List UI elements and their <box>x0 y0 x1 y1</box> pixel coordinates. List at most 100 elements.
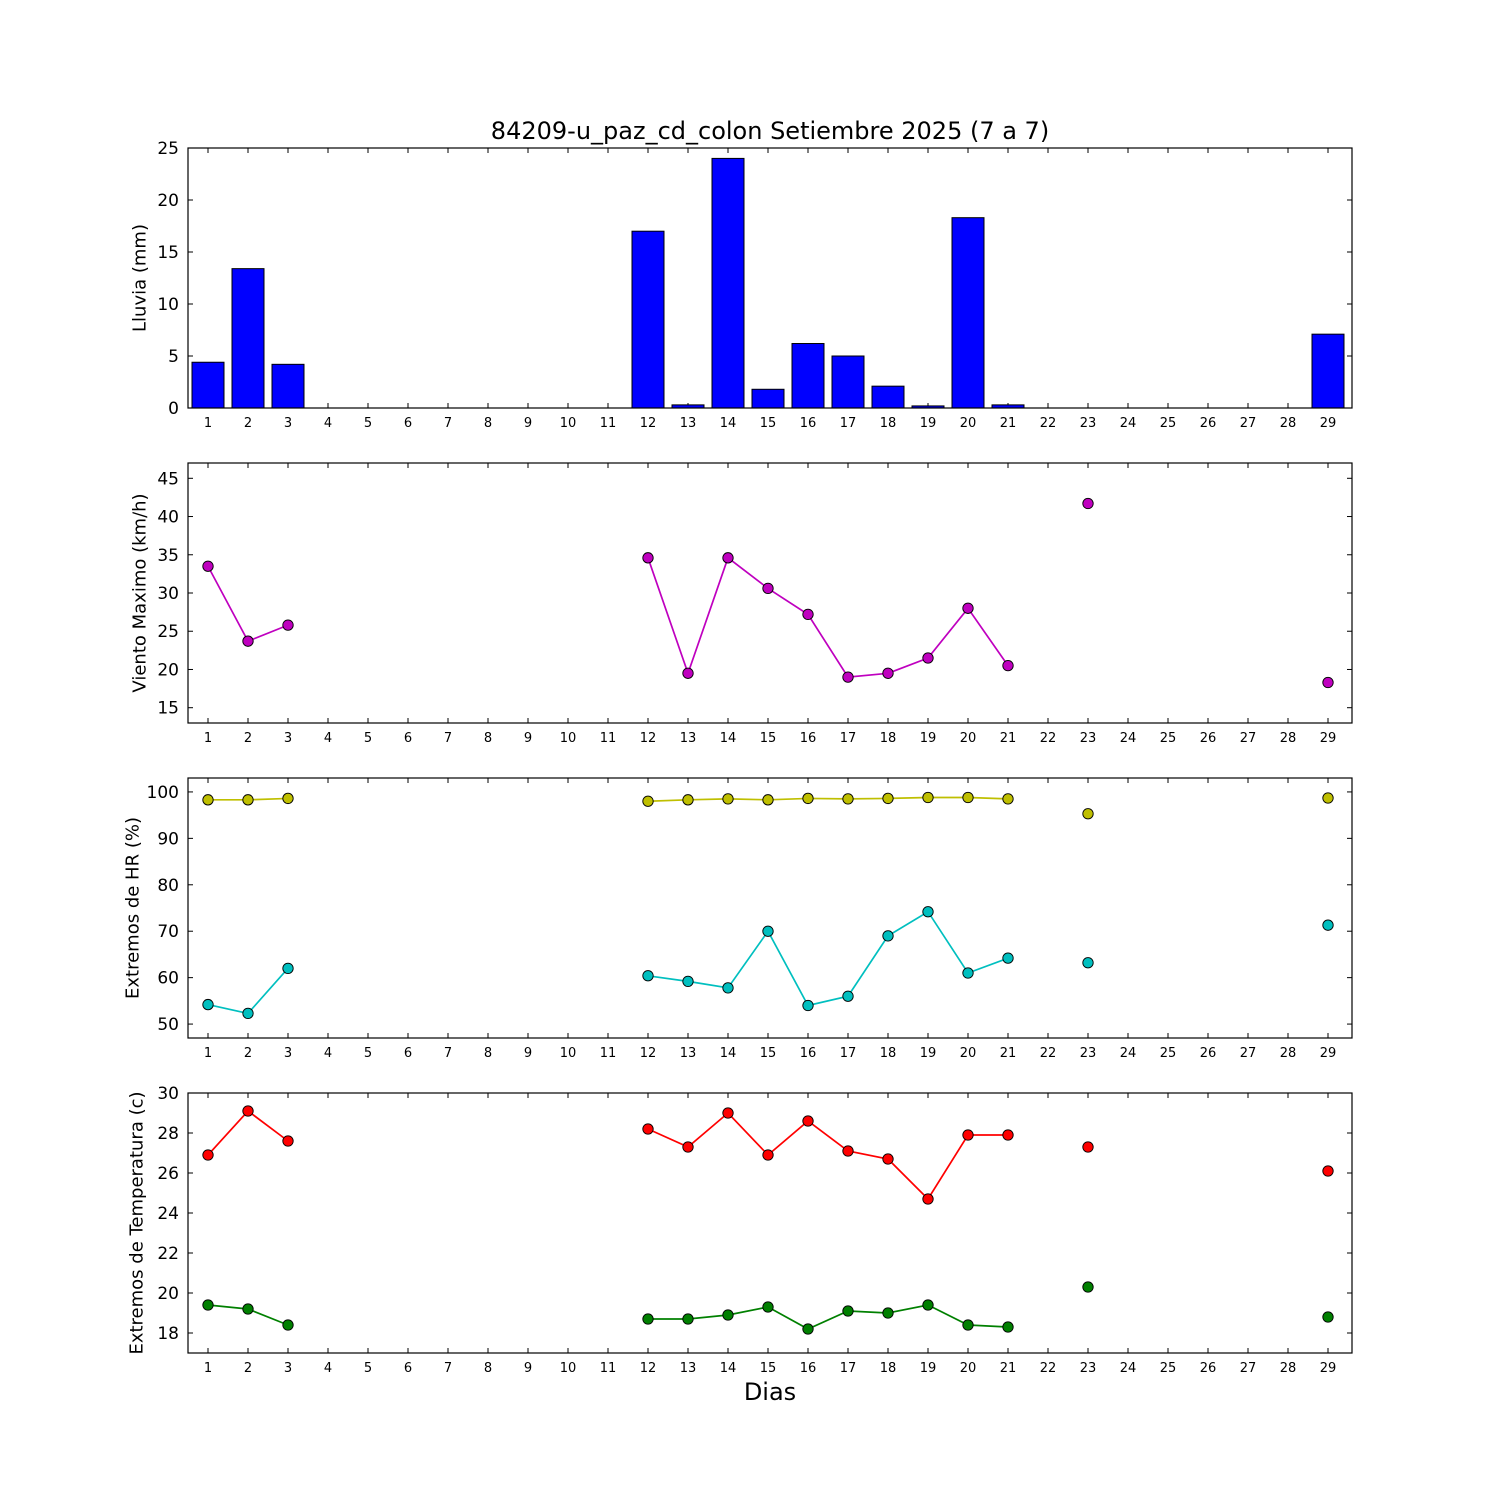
x-tick-label: 19 <box>920 731 937 746</box>
viento-maximo-marker-day-12 <box>642 552 654 564</box>
hr-maxima-marker-day-1 <box>202 794 214 806</box>
x-tick-label: 4 <box>324 1361 332 1376</box>
x-tick-label: 24 <box>1120 1361 1137 1376</box>
temperatura-minima-marker-day-18 <box>882 1307 894 1319</box>
hr-maxima-marker-day-19 <box>922 791 934 804</box>
lluvia-bar-day-15 <box>751 388 785 409</box>
x-tick-label: 21 <box>1000 1361 1017 1376</box>
x-tick-label: 3 <box>284 416 292 431</box>
hr-maxima-marker-day-12 <box>642 795 654 807</box>
viento-maximo-line <box>647 556 1009 679</box>
ylabel-extremos-temperatura: Extremos de Temperatura (c) <box>126 1091 148 1355</box>
viento-maximo-marker-day-3 <box>282 619 294 631</box>
temperatura-minima-marker-day-13 <box>682 1313 694 1325</box>
temperatura-minima-marker-day-19 <box>922 1299 934 1311</box>
x-tick-label: 1 <box>204 1046 212 1061</box>
lluvia-bar-day-3 <box>271 363 305 409</box>
temperatura-minima-marker-day-20 <box>962 1319 974 1331</box>
x-tick-label: 27 <box>1240 416 1257 431</box>
temperatura-minima-marker-day-12 <box>642 1313 654 1325</box>
xlabel-dias: Dias <box>743 1378 797 1406</box>
x-tick-label: 27 <box>1240 731 1257 746</box>
x-tick-label: 27 <box>1240 1361 1257 1376</box>
x-tick-label: 12 <box>640 1361 657 1376</box>
lluvia-axes-frame <box>187 147 1353 409</box>
x-tick-label: 7 <box>444 416 452 431</box>
x-tick-label: 18 <box>880 1361 897 1376</box>
ylabel-lluvia: Lluvia (mm) <box>129 224 151 332</box>
x-tick-label: 11 <box>600 731 617 746</box>
x-tick-label: 22 <box>1040 1046 1057 1061</box>
hr-minima-marker-day-18 <box>882 930 894 942</box>
x-tick-label: 14 <box>720 416 737 431</box>
x-tick-label: 9 <box>524 416 532 431</box>
x-tick-label: 13 <box>680 1046 697 1061</box>
x-tick-label: 9 <box>524 731 532 746</box>
x-tick-label: 16 <box>800 731 817 746</box>
y-tick-label: 60 <box>157 969 179 989</box>
x-tick-label: 6 <box>404 416 412 431</box>
y-tick-label: 20 <box>157 1284 179 1304</box>
hr-minima-marker-day-13 <box>682 975 694 988</box>
x-tick-label: 16 <box>800 1361 817 1376</box>
temperatura-minima-marker-day-15 <box>762 1301 774 1313</box>
x-tick-label: 19 <box>920 1361 937 1376</box>
x-tick-label: 10 <box>560 416 577 431</box>
x-tick-label: 17 <box>840 1046 857 1061</box>
x-tick-label: 10 <box>560 731 577 746</box>
x-tick-label: 2 <box>244 731 252 746</box>
hr-maxima-marker-day-17 <box>842 793 854 805</box>
temperatura-maxima-line <box>207 1109 289 1156</box>
x-tick-label: 29 <box>1320 416 1337 431</box>
x-tick-label: 10 <box>560 1361 577 1376</box>
x-tick-label: 8 <box>484 1046 492 1061</box>
temperatura-maxima-marker-day-13 <box>682 1141 694 1153</box>
y-tick-label: 26 <box>157 1164 179 1184</box>
x-tick-label: 4 <box>324 416 332 431</box>
viento-maximo-marker-day-19 <box>922 652 934 664</box>
x-tick-label: 29 <box>1320 1361 1337 1376</box>
temperatura-maxima-marker-day-18 <box>882 1153 894 1165</box>
x-tick-label: 6 <box>404 1046 412 1061</box>
temperatura-maxima-marker-day-1 <box>202 1149 214 1161</box>
temperatura-maxima-marker-day-20 <box>962 1129 974 1141</box>
y-tick-label: 24 <box>157 1204 179 1224</box>
x-tick-label: 28 <box>1280 731 1297 746</box>
x-tick-label: 18 <box>880 1046 897 1061</box>
x-tick-label: 3 <box>284 1361 292 1376</box>
y-tick-label: 40 <box>157 508 179 528</box>
x-tick-label: 11 <box>600 1046 617 1061</box>
x-tick-label: 18 <box>880 731 897 746</box>
x-tick-label: 6 <box>404 1361 412 1376</box>
x-tick-label: 29 <box>1320 1046 1337 1061</box>
ylabel-viento-maximo: Viento Maximo (km/h) <box>129 493 151 693</box>
x-tick-label: 19 <box>920 416 937 431</box>
temperatura-maxima-marker-day-2 <box>242 1105 254 1117</box>
x-tick-label: 15 <box>760 416 777 431</box>
x-tick-label: 24 <box>1120 1046 1137 1061</box>
x-tick-label: 23 <box>1080 1046 1097 1061</box>
x-tick-label: 15 <box>760 1046 777 1061</box>
y-tick-label: 28 <box>157 1124 179 1144</box>
y-tick-label: 18 <box>157 1324 179 1344</box>
hr-minima-marker-day-12 <box>642 970 654 982</box>
x-tick-label: 23 <box>1080 416 1097 431</box>
temperatura-maxima-marker-day-12 <box>642 1123 654 1135</box>
x-tick-label: 29 <box>1320 731 1337 746</box>
x-tick-label: 15 <box>760 731 777 746</box>
x-tick-label: 12 <box>640 731 657 746</box>
x-tick-label: 16 <box>800 416 817 431</box>
x-tick-label: 2 <box>244 416 252 431</box>
hr-maxima-marker-day-2 <box>242 794 254 806</box>
lluvia-bar-day-20 <box>951 217 985 409</box>
hr-minima-marker-day-21 <box>1002 952 1014 964</box>
hr-maxima-marker-day-20 <box>962 791 974 804</box>
x-tick-label: 25 <box>1160 1046 1177 1061</box>
y-tick-label: 25 <box>157 139 179 159</box>
hr-minima-marker-day-1 <box>202 998 214 1011</box>
hr-maxima-marker-day-13 <box>682 794 694 806</box>
x-tick-label: 26 <box>1200 731 1217 746</box>
y-tick-label: 22 <box>157 1244 179 1264</box>
viento-maximo-marker-day-15 <box>762 582 774 595</box>
x-tick-label: 7 <box>444 1361 452 1376</box>
